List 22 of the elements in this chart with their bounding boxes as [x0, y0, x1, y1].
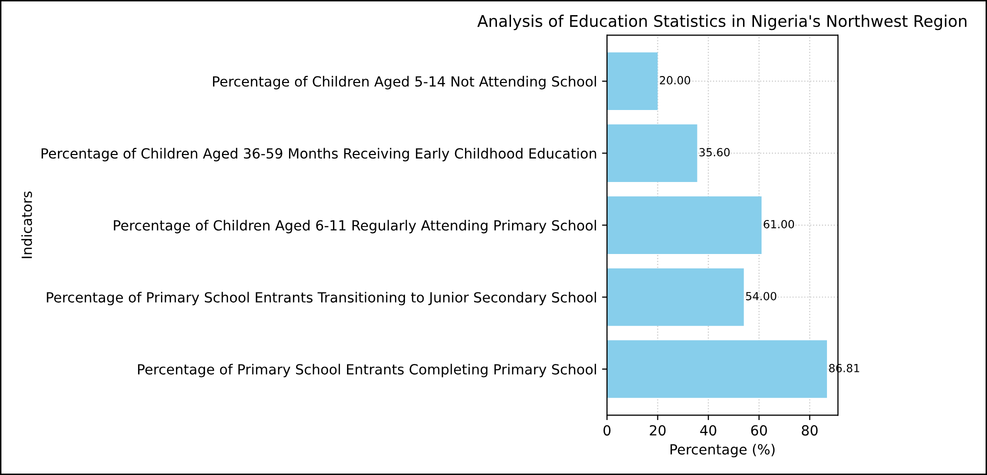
y-tick-label: Percentage of Primary School Entrants Completing Primary School [138, 364, 596, 378]
bar [607, 268, 744, 326]
y-tick-label: Percentage of Children Aged 36-59 Months Receiving Early Childhood Education [42, 148, 596, 162]
bar [607, 124, 698, 182]
x-tick-label: 20 [650, 425, 666, 436]
y-axis-title: Indicators [21, 192, 32, 258]
bar [607, 196, 762, 254]
bar [607, 340, 827, 398]
chart-title: Analysis of Education Statistics in Nigeria's Northwest Region [477, 14, 966, 30]
y-tick-label: Percentage of Children Aged 5-14 Not Attending School [213, 76, 596, 90]
x-tick-label: 40 [700, 425, 716, 436]
x-axis-title: Percentage (%) [670, 444, 775, 458]
data-label: 35.60 [699, 148, 730, 156]
data-label: 61.00 [764, 220, 794, 228]
data-label: 20.00 [660, 76, 690, 84]
x-tick-label: 0 [604, 425, 610, 436]
x-tick-label: 60 [751, 425, 767, 436]
bar [607, 52, 658, 110]
x-tick-label: 80 [802, 425, 818, 436]
y-tick-label: Percentage of Children Aged 6-11 Regularly Attending Primary School [114, 220, 596, 234]
y-tick-label: Percentage of Primary School Entrants Transitioning to Junior Secondary School [46, 292, 596, 306]
data-label: 54.00 [746, 292, 776, 300]
